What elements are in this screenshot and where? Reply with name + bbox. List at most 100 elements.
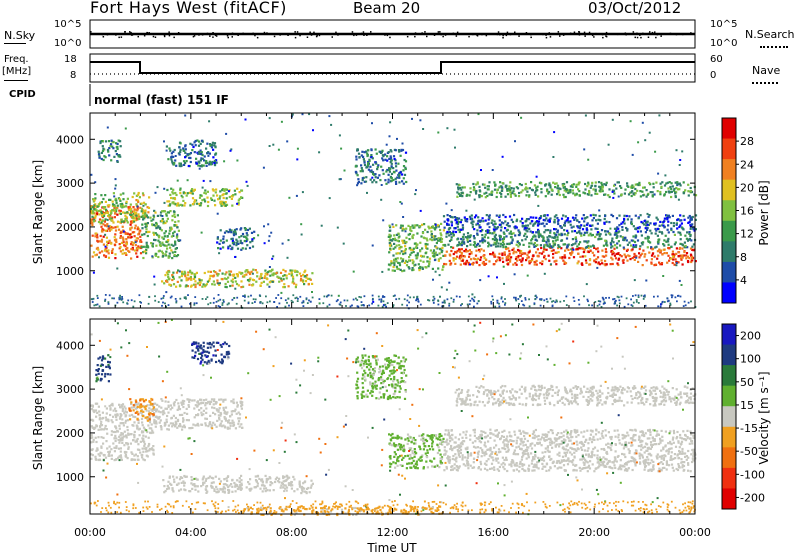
data-cell [599, 188, 602, 191]
data-cell [667, 224, 670, 227]
data-cell [150, 219, 153, 222]
data-cell [121, 418, 124, 421]
data-cell [387, 235, 390, 238]
data-cell [434, 270, 437, 273]
data-cell [401, 303, 404, 306]
data-cell [667, 240, 670, 243]
data-cell [515, 256, 518, 259]
data-cell [630, 222, 633, 226]
data-cell [194, 424, 197, 427]
data-cell [110, 226, 113, 229]
data-cell [412, 233, 415, 237]
data-cell [211, 188, 214, 191]
data-cell [137, 247, 140, 250]
data-cell [662, 224, 665, 227]
data-cell [620, 222, 623, 225]
data-cell [198, 151, 201, 154]
data-cell [652, 186, 655, 189]
data-cell [487, 236, 490, 239]
noise-dot [584, 33, 586, 35]
data-cell [133, 458, 136, 461]
data-cell [152, 415, 155, 418]
data-cell [161, 252, 164, 255]
data-cell [244, 118, 247, 121]
data-cell [176, 233, 179, 236]
data-cell [219, 282, 221, 285]
data-cell [416, 232, 419, 235]
data-cell [409, 246, 412, 250]
data-cell [524, 220, 527, 223]
data-cell [508, 254, 511, 257]
data-cell [500, 185, 503, 188]
data-cell [139, 451, 142, 454]
data-cell [583, 248, 586, 251]
data-cell [462, 233, 465, 236]
data-cell [404, 160, 408, 163]
noise-dot [456, 31, 459, 34]
data-cell [241, 247, 244, 250]
data-cell [514, 298, 517, 301]
data-cell [185, 419, 188, 422]
data-cell [101, 140, 104, 143]
data-cell [193, 302, 196, 305]
data-cell [642, 186, 645, 189]
data-cell [656, 227, 659, 230]
data-cell [650, 258, 653, 261]
data-cell [471, 217, 474, 221]
data-cell [295, 270, 299, 273]
data-cell [155, 415, 158, 418]
data-cell [213, 283, 216, 286]
data-cell [107, 140, 111, 143]
data-cell [504, 303, 506, 306]
data-cell [282, 278, 285, 281]
data-cell [496, 299, 499, 302]
data-cell [478, 196, 481, 199]
data-cell [498, 219, 501, 222]
data-cell [198, 279, 201, 282]
data-cell [679, 233, 682, 236]
data-cell [210, 197, 213, 200]
data-cell [210, 424, 214, 427]
data-cell [576, 225, 579, 228]
noise-dot [355, 34, 358, 36]
noise-dot [518, 35, 520, 37]
data-cell [472, 261, 475, 264]
data-cell [177, 239, 180, 242]
data-cell [224, 398, 227, 401]
data-cell [233, 410, 236, 413]
data-cell [104, 156, 107, 159]
data-cell [168, 204, 171, 207]
data-cell [132, 415, 135, 418]
data-cell [387, 181, 390, 184]
data-cell [120, 404, 123, 407]
data-cell [600, 259, 603, 262]
data-cell [501, 252, 504, 255]
data-cell [634, 192, 637, 195]
data-cell [99, 379, 102, 382]
noise-dot [370, 31, 372, 33]
data-cell [101, 149, 105, 153]
noise-dot [421, 32, 423, 34]
data-cell [477, 113, 480, 116]
data-cell [104, 372, 107, 376]
data-cell [420, 235, 423, 238]
data-cell [111, 421, 114, 424]
data-cell [103, 207, 106, 210]
data-cell [289, 269, 292, 272]
data-cell [368, 304, 371, 307]
data-cell [142, 218, 145, 221]
data-cell [520, 300, 523, 302]
noise-dot [256, 36, 259, 39]
data-cell [687, 183, 690, 186]
data-cell [306, 277, 309, 280]
data-cell [219, 414, 222, 417]
data-cell [151, 224, 154, 227]
data-cell [552, 242, 555, 245]
data-cell [397, 162, 400, 165]
data-cell [117, 438, 120, 442]
data-cell [166, 211, 169, 214]
data-cell [651, 248, 654, 251]
data-cell [565, 181, 569, 184]
noise-dot [351, 33, 354, 35]
data-cell [280, 279, 283, 282]
